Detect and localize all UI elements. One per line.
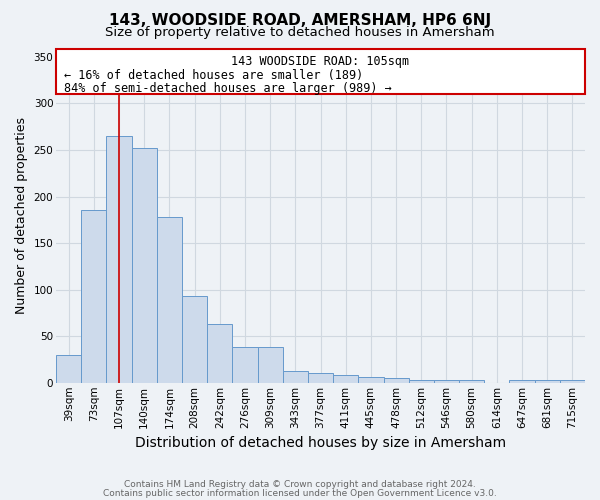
- Bar: [409, 380, 434, 383]
- Text: 84% of semi-detached houses are larger (989) →: 84% of semi-detached houses are larger (…: [64, 82, 391, 95]
- Bar: [434, 380, 459, 383]
- Bar: [106, 136, 131, 383]
- Text: Size of property relative to detached houses in Amersham: Size of property relative to detached ho…: [105, 26, 495, 39]
- Bar: [308, 374, 333, 383]
- Bar: [509, 380, 535, 383]
- Bar: [459, 380, 484, 383]
- Text: Contains public sector information licensed under the Open Government Licence v3: Contains public sector information licen…: [103, 488, 497, 498]
- Bar: [333, 376, 358, 383]
- X-axis label: Distribution of detached houses by size in Amersham: Distribution of detached houses by size …: [135, 436, 506, 450]
- Text: Contains HM Land Registry data © Crown copyright and database right 2024.: Contains HM Land Registry data © Crown c…: [124, 480, 476, 489]
- Bar: [232, 348, 257, 383]
- Bar: [157, 217, 182, 383]
- Bar: [257, 348, 283, 383]
- Text: 143 WOODSIDE ROAD: 105sqm: 143 WOODSIDE ROAD: 105sqm: [232, 56, 410, 68]
- Text: ← 16% of detached houses are smaller (189): ← 16% of detached houses are smaller (18…: [64, 69, 363, 82]
- Y-axis label: Number of detached properties: Number of detached properties: [15, 116, 28, 314]
- Bar: [182, 296, 207, 383]
- Bar: [358, 377, 383, 383]
- Bar: [131, 148, 157, 383]
- Bar: [81, 210, 106, 383]
- Bar: [535, 380, 560, 383]
- FancyBboxPatch shape: [56, 50, 585, 94]
- Text: 143, WOODSIDE ROAD, AMERSHAM, HP6 6NJ: 143, WOODSIDE ROAD, AMERSHAM, HP6 6NJ: [109, 12, 491, 28]
- Bar: [560, 380, 585, 383]
- Bar: [383, 378, 409, 383]
- Bar: [56, 355, 81, 383]
- Bar: [283, 370, 308, 383]
- Bar: [207, 324, 232, 383]
